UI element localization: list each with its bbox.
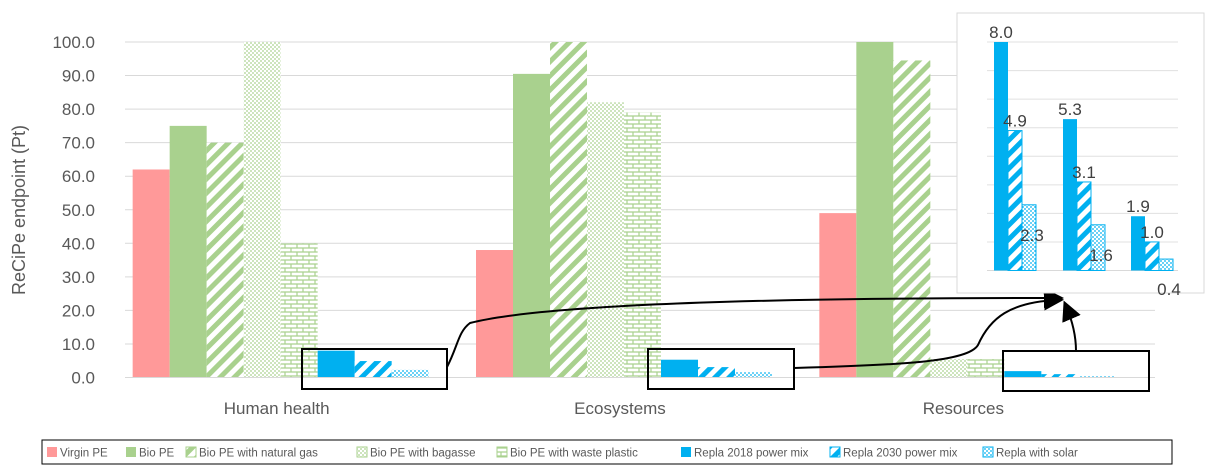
legend-swatch: [681, 447, 691, 457]
y-tick-label: 70.0: [62, 134, 95, 153]
y-tick-label: 60.0: [62, 167, 95, 186]
bar-repla-2018-power-mix-ecosystems: [661, 359, 698, 378]
inset-data-label: 3.1: [1072, 163, 1096, 182]
y-tick-label: 30.0: [62, 268, 95, 287]
y-tick-label: 100.0: [52, 33, 95, 52]
bar-bio-pe-with-natural-gas-ecosystems: [550, 42, 587, 378]
legend-label: Bio PE: [139, 448, 174, 460]
bar-bio-pe-resources: [856, 42, 894, 378]
bar-bio-pe-with-waste-plastic-ecosystems: [624, 112, 661, 378]
bar-repla-2018-power-mix-resources: [1004, 371, 1042, 378]
legend-swatch: [185, 446, 197, 458]
legend-label: Bio PE with natural gas: [199, 448, 318, 460]
legend-swatch: [47, 447, 57, 457]
bar-bio-pe-with-waste-plastic-resources: [967, 359, 1005, 378]
x-tick-label: Resources: [923, 399, 1004, 418]
inset-bar-repla-2018-power-mix-ecosystems: [1063, 119, 1077, 271]
bars: [132, 42, 1116, 378]
x-axis-labels: Human health Ecosystems Resources: [224, 399, 1004, 418]
y-tick-label: 0.0: [71, 369, 95, 388]
bar-repla-2018-power-mix-human-health: [317, 350, 355, 378]
y-tick-label: 40.0: [62, 234, 95, 253]
inset-data-label: 1.9: [1126, 197, 1150, 216]
inset-bar-repla-2030-power-mix-resources: [1144, 241, 1160, 271]
bar-virgin-pe-human-health: [132, 169, 170, 378]
legend-label: Repla 2018 power mix: [694, 448, 809, 460]
bar-repla-2030-power-mix-human-health: [354, 361, 392, 378]
y-tick-label: 80.0: [62, 100, 95, 119]
bar-repla-with-solar-human-health: [391, 369, 429, 378]
bar-bio-pe-with-bagasse-resources: [930, 359, 968, 378]
bar-virgin-pe-resources: [819, 213, 857, 378]
inset-data-label: 4.9: [1003, 112, 1027, 131]
legend-label: Repla with solar: [996, 448, 1078, 460]
legend-swatch: [496, 446, 508, 458]
bar-bio-pe-ecosystems: [513, 73, 550, 378]
zoom-box-human-health: [301, 348, 448, 390]
y-axis-label: ReCiPe endpoint (Pt): [9, 125, 29, 295]
legend-label: Repla 2030 power mix: [843, 448, 958, 460]
zoom-box-resources: [1002, 350, 1150, 392]
bar-virgin-pe-ecosystems: [476, 250, 513, 378]
y-tick-label: 20.0: [62, 301, 95, 320]
arrow-human-health: [446, 288, 1064, 368]
bar-bio-pe-with-waste-plastic-human-health: [280, 243, 318, 378]
inset-bars: 8.0 4.9 2.3 5.3 3.1 1.6 1.9 1.0 0.4: [989, 23, 1181, 299]
zoom-box-ecosystems: [647, 348, 795, 390]
legend: Virgin PE Bio PE Bio PE with natural gas Bi…: [41, 439, 1173, 465]
arrow-ecosystems: [793, 290, 1064, 369]
bar-repla-2030-power-mix-ecosystems: [698, 367, 735, 378]
legend-label: Bio PE with waste plastic: [510, 448, 638, 460]
bar-repla-with-solar-resources: [1078, 376, 1116, 378]
inset-data-label: 1.6: [1089, 246, 1113, 265]
zoom-annotations: [301, 288, 1150, 392]
y-tick-label: 90.0: [62, 67, 95, 86]
legend-label: Virgin PE: [60, 448, 108, 460]
legend-label: Bio PE with bagasse: [370, 448, 475, 460]
x-tick-label: Human health: [224, 399, 330, 418]
inset-data-label: 8.0: [989, 23, 1013, 42]
inset-data-label: 1.0: [1140, 223, 1164, 242]
y-tick-label: 50.0: [62, 201, 95, 220]
inset-data-label: 0.4: [1157, 280, 1181, 299]
inset-data-label: 2.3: [1020, 226, 1044, 245]
legend-swatch: [356, 446, 368, 458]
inset-bar-repla-2018-power-mix-resources: [1131, 216, 1145, 271]
x-tick-label: Ecosystems: [574, 399, 666, 418]
inset-chart: 8.0 4.9 2.3 5.3 3.1 1.6 1.9 1.0 0.4: [956, 12, 1205, 299]
bar-bio-pe-with-natural-gas-human-health: [206, 142, 244, 378]
bar-bio-pe-with-bagasse-human-health: [243, 42, 281, 378]
bar-repla-2030-power-mix-resources: [1041, 374, 1079, 378]
y-tick-label: 10.0: [62, 335, 95, 354]
y-axis-ticks: 0.0 10.0 20.0 30.0 40.0 50.0 60.0 70.0 80.0 90.0 1…: [52, 33, 95, 388]
inset-bar-repla-2030-power-mix-human-health: [1007, 130, 1023, 271]
inset-bar-repla-2018-power-mix-human-health: [994, 42, 1008, 271]
legend-swatch: [126, 447, 136, 457]
inset-bar-repla-with-solar-human-health: [1021, 204, 1037, 271]
legend-swatch: [982, 446, 994, 458]
legend-swatch: [829, 446, 841, 458]
arrow-resources: [1062, 300, 1081, 352]
bar-bio-pe-human-health: [169, 125, 207, 378]
bar-bio-pe-with-bagasse-ecosystems: [587, 102, 624, 378]
inset-bar-repla-with-solar-resources: [1158, 258, 1174, 272]
bar-repla-with-solar-ecosystems: [735, 372, 772, 378]
inset-data-label: 5.3: [1058, 100, 1082, 119]
bar-bio-pe-with-natural-gas-resources: [893, 60, 931, 378]
inset-bar-repla-with-solar-ecosystems: [1090, 224, 1106, 272]
